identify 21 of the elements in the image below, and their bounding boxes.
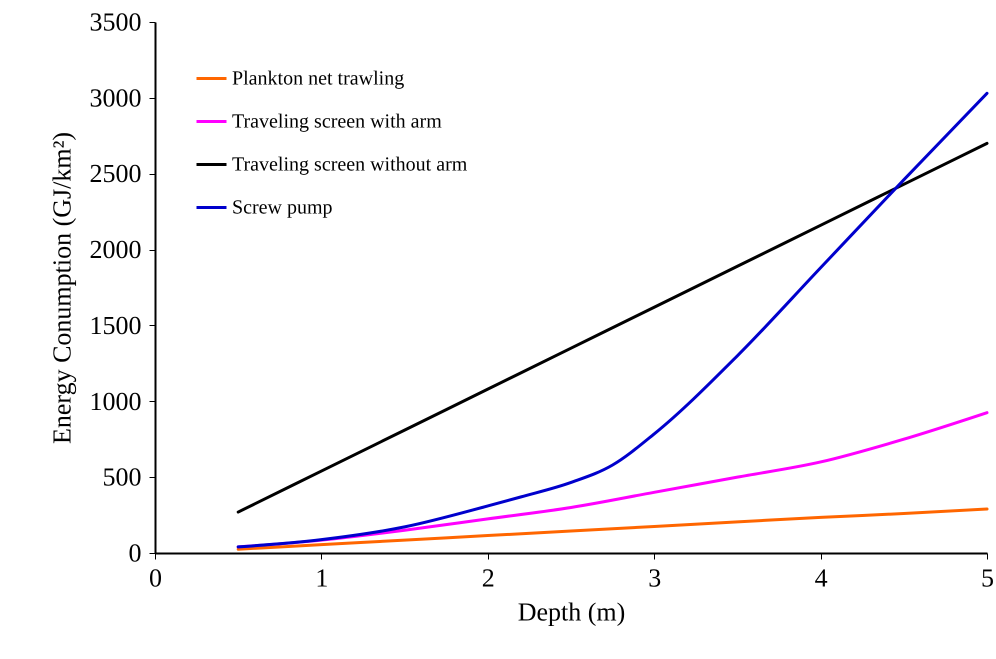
y-tick-label: 1000 <box>90 386 142 416</box>
x-axis-title: Depth (m) <box>518 598 626 626</box>
y-tick-label: 500 <box>102 462 142 492</box>
x-tick-label: 4 <box>814 564 828 592</box>
legend-label: Plankton net trawling <box>232 68 404 90</box>
y-axis-title: Energy Conumption (GJ/km²) <box>48 132 76 444</box>
legend-label: Traveling screen with arm <box>232 110 442 132</box>
y-tick-label: 3500 <box>90 8 142 36</box>
x-tick-label: 0 <box>149 564 162 592</box>
y-tick-label: 1500 <box>90 310 142 340</box>
y-tick-label: 2000 <box>90 235 142 264</box>
x-tick-label: 2 <box>482 564 495 592</box>
legend-label: Traveling screen without arm <box>232 154 468 176</box>
legend-label: Screw pump <box>232 196 333 218</box>
x-tick-label: 1 <box>315 564 328 592</box>
line-series <box>236 508 988 551</box>
y-tick-label: 2500 <box>90 159 142 188</box>
x-tick-label: 5 <box>981 564 994 592</box>
y-tick-label: 0 <box>128 538 142 568</box>
x-tick-label: 3 <box>648 564 662 592</box>
y-tick-label: 3000 <box>90 83 142 112</box>
